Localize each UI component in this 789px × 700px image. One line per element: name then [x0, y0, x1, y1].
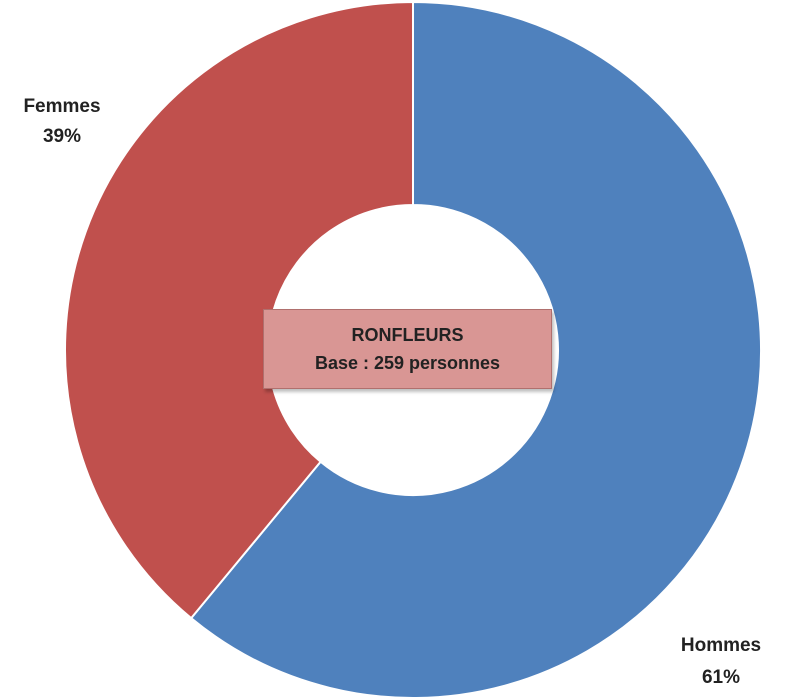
slice-label-femmes-value: 39% — [43, 126, 81, 147]
center-subtitle: Base : 259 personnes — [314, 353, 501, 373]
donut-slice-hommes — [189, 0, 762, 699]
slice-label-femmes-name: Femmes — [23, 96, 100, 117]
slice-label-hommes-value: 61% — [702, 667, 740, 688]
center-label-box: RONFLEURS Base : 259 personnes — [263, 309, 552, 389]
slice-labels: Femmes 39% Hommes 61% — [23, 96, 761, 688]
center-title: RONFLEURS — [351, 325, 464, 345]
slice-label-hommes-name: Hommes — [681, 635, 761, 656]
